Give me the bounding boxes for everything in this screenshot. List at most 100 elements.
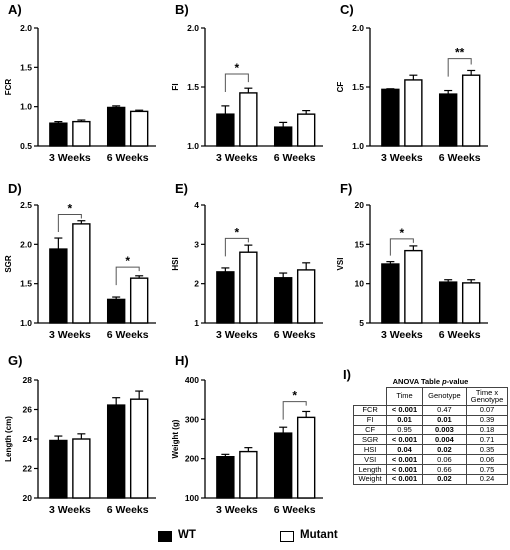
- anova-row: Length < 0.001 0.66 0.75: [352, 464, 508, 475]
- y-tick-label: 1: [194, 318, 199, 328]
- y-tick-label: 400: [185, 375, 199, 385]
- bar-mutant: [129, 110, 149, 147]
- bar-wt: [273, 126, 293, 147]
- anova-table: Time Genotype Time x Genotype FCR < 0.001 0.…: [352, 387, 508, 485]
- anova-cell: < 0.001: [386, 434, 423, 446]
- anova-row-label: SGR: [352, 434, 388, 446]
- x-tick-label: 3 Weeks: [216, 504, 258, 516]
- chart-panel-7: G) 20 22 24 26 28 Length (cm) 3 Weeks 6 Weeks: [4, 353, 156, 516]
- anova-cell: 0.02: [421, 473, 468, 485]
- y-tick-label: 1.5: [20, 279, 32, 289]
- anova-row: FI 0.01 0.01 0.39: [352, 414, 508, 426]
- bar-wt: [438, 281, 458, 324]
- y-tick-label: 2.0: [352, 23, 364, 33]
- anova-cell: 0.75: [466, 464, 508, 475]
- bar-wt: [49, 122, 68, 147]
- bar-wt: [273, 432, 293, 499]
- x-tick-label: 6 Weeks: [274, 329, 316, 341]
- y-tick-label: 5: [359, 318, 364, 328]
- anova-cell: 0.004: [421, 434, 468, 446]
- legend-mutant-label: Mutant: [300, 529, 338, 541]
- anova-cell: < 0.001: [386, 473, 423, 485]
- bar-mutant: [404, 249, 423, 324]
- anova-row-label: FI: [352, 414, 388, 426]
- anova-cell: 0.01: [386, 414, 423, 426]
- y-tick-label: 1.5: [20, 62, 32, 72]
- bar-mutant: [296, 416, 316, 499]
- y-tick-label: 24: [23, 434, 33, 444]
- significance-bracket: [224, 237, 249, 257]
- significance-marker: *: [235, 225, 240, 239]
- legend-mutant-swatch: [280, 531, 294, 542]
- anova-cell: 0.06: [421, 454, 468, 465]
- panel-label: C): [340, 2, 354, 17]
- anova-row-label: FCR: [352, 404, 388, 416]
- significance-marker: *: [400, 226, 405, 240]
- y-axis-label: SGR: [4, 255, 13, 273]
- significance-bracket: [389, 238, 414, 256]
- y-tick-label: 2.0: [187, 23, 199, 33]
- y-tick-label: 100: [185, 493, 199, 503]
- x-tick-label: 6 Weeks: [274, 152, 316, 164]
- x-tick-label: 6 Weeks: [439, 152, 481, 164]
- bar-mutant: [72, 223, 91, 324]
- y-axis-label: FCR: [4, 79, 13, 96]
- y-tick-label: 15: [355, 239, 365, 249]
- y-tick-label: 2.0: [20, 23, 32, 33]
- bar-wt: [273, 277, 293, 324]
- chart-panel-1: A) 0.5 1.0 1.5 2.0 FCR 3 Weeks 6 Weeks: [4, 2, 156, 164]
- bar-mutant: [404, 79, 423, 147]
- anova-row: CF 0.95 0.003 0.18: [352, 424, 508, 436]
- bar-mutant: [239, 450, 258, 499]
- anova-cell: 0.24: [466, 473, 508, 485]
- bar-mutant: [72, 438, 91, 499]
- anova-cell: 0.66: [421, 464, 468, 475]
- x-tick-label: 6 Weeks: [107, 329, 149, 341]
- anova-table-panel: ANOVA Table p-value Time Genotype Time x G…: [352, 377, 508, 485]
- y-tick-label: 22: [23, 464, 33, 474]
- bar-wt: [106, 106, 126, 147]
- x-tick-label: 6 Weeks: [107, 504, 149, 516]
- significance-bracket: [224, 73, 249, 93]
- anova-cell: < 0.001: [386, 454, 423, 465]
- panel-label: E): [175, 181, 188, 196]
- panel-label: A): [8, 2, 22, 17]
- anova-cell: 0.04: [386, 444, 423, 456]
- significance-bracket: [282, 401, 307, 420]
- bar-wt: [106, 298, 126, 324]
- anova-cell: 0.39: [466, 414, 508, 426]
- legend-wt-swatch: [158, 531, 172, 542]
- x-tick-label: 3 Weeks: [381, 329, 423, 341]
- chart-panel-5: E) 1 2 3 4 HSI 3 Weeks * 6 Weeks: [171, 181, 323, 341]
- figure-panels: A) 0.5 1.0 1.5 2.0 FCR 3 Weeks 6 Weeks B) 1.0 1.5 2…: [4, 2, 488, 516]
- y-tick-label: 1.5: [352, 82, 364, 92]
- bar-mutant: [129, 277, 149, 324]
- bar-mutant: [296, 113, 316, 147]
- panel-label: H): [175, 353, 189, 368]
- y-tick-label: 1.5: [187, 82, 199, 92]
- anova-header-cell: Genotype: [421, 387, 468, 406]
- x-tick-label: 3 Weeks: [49, 152, 91, 164]
- y-axis-label: Weight (g): [171, 419, 180, 458]
- panel-label: B): [175, 2, 189, 17]
- panel-label: I): [343, 367, 351, 382]
- significance-marker: *: [68, 201, 73, 215]
- significance-bracket: [447, 58, 472, 77]
- anova-header-cell: Time: [386, 387, 423, 406]
- legend-wt-label: WT: [178, 529, 196, 541]
- y-axis-label: Length (cm): [4, 416, 13, 462]
- anova-row: Weight < 0.001 0.02 0.24: [352, 473, 508, 485]
- bar-mutant: [461, 74, 481, 147]
- panel-label: F): [340, 181, 352, 196]
- y-axis-label: VSI: [336, 258, 345, 271]
- anova-row: VSI < 0.001 0.06 0.06: [352, 454, 508, 465]
- anova-header-blank: [353, 387, 388, 406]
- anova-cell: 0.06: [466, 454, 508, 465]
- chart-panel-4: D) 1.0 1.5 2.0 2.5 SGR 3 Weeks * 6 Weeks *: [4, 181, 156, 341]
- bar-mutant: [129, 398, 149, 499]
- anova-header-cell: Time x Genotype: [466, 387, 508, 406]
- x-tick-label: 3 Weeks: [216, 329, 258, 341]
- significance-marker: **: [455, 46, 465, 60]
- anova-cell: 0.01: [421, 414, 468, 426]
- significance-marker: *: [292, 389, 297, 403]
